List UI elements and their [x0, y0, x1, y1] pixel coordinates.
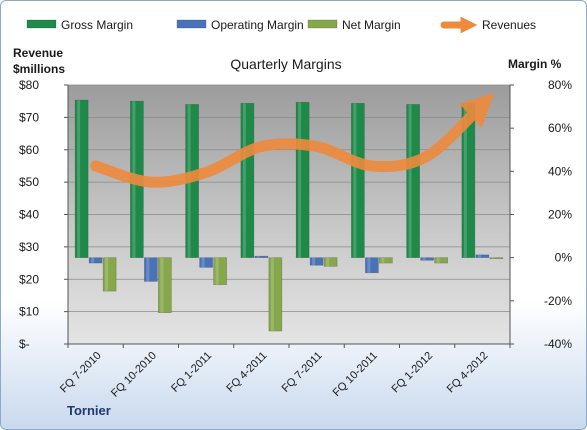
y-left-label-line2: $millions	[13, 62, 65, 76]
x-tick-label-6: FQ 1-2012	[390, 350, 436, 396]
legend-label-net-margin: Net Margin	[342, 18, 401, 32]
right-axis: -40% -20% 0% 20% 40% 60% 80%	[509, 78, 573, 351]
x-axis: FQ 7-2010 FQ 10-2010 FQ 1-2011 FQ 4-2011 FQ …	[58, 343, 511, 400]
bar-shine-net-margin-6	[436, 257, 440, 264]
bar-shine-net-margin-1	[160, 257, 164, 313]
bar-shine-net-margin-7	[491, 257, 495, 259]
bar-net-margin-6	[434, 257, 448, 264]
bar-operating-margin-4	[309, 257, 324, 266]
bar-net-margin-4	[323, 257, 338, 267]
bar-operating-margin-2	[199, 257, 213, 268]
bar-operating-margin-1	[144, 257, 158, 282]
bar-shine-operating-margin-5	[367, 257, 371, 273]
legend-swatch-net-margin	[307, 19, 338, 29]
x-tick-label-0: FQ 7-2010	[58, 350, 104, 396]
bar-net-margin-1	[158, 257, 172, 314]
left-tick-label-8: $80	[19, 78, 39, 92]
bar-shine-operating-margin-2	[201, 257, 205, 268]
x-tick-label-7: FQ 4-2012	[445, 350, 491, 396]
left-tick-label-7: $70	[19, 110, 39, 124]
bar-shine-gross-margin-0	[77, 100, 81, 258]
right-tick-label-0: -40%	[544, 337, 572, 351]
revenue-line-group	[90, 93, 495, 188]
bar-gross-margin-5	[351, 103, 365, 258]
bar-gross-margin-4	[295, 101, 310, 258]
revenue-line	[90, 93, 495, 188]
x-tick-label-4: FQ 7-2011	[280, 350, 325, 395]
bar-shine-operating-margin-1	[146, 257, 150, 282]
legend-label-gross-margin: Gross Margin	[61, 18, 133, 32]
right-tick-label-5: 60%	[548, 121, 572, 135]
x-tick-label-2: FQ 1-2011	[169, 350, 214, 395]
bar-operating-margin-5	[365, 257, 379, 274]
bar-shine-net-margin-0	[105, 257, 109, 292]
left-tick-label-1: $10	[19, 305, 39, 319]
bar-shine-net-margin-3	[270, 257, 274, 332]
y-left-label-line1: Revenue	[13, 46, 63, 60]
bar-shine-operating-margin-6	[422, 257, 426, 261]
x-tick-label-1: FQ 10-2010	[109, 350, 159, 400]
bar-operating-margin-3	[254, 255, 269, 258]
bar-net-margin-5	[379, 257, 393, 264]
left-tick-label-6: $60	[19, 143, 39, 157]
legend-label-revenues: Revenues	[482, 18, 536, 32]
bar-shine-gross-margin-4	[298, 102, 302, 258]
bar-shine-gross-margin-3	[242, 103, 246, 258]
right-tick-label-1: -20%	[544, 294, 572, 308]
bar-shine-gross-margin-6	[408, 104, 412, 258]
bar-operating-margin-7	[475, 254, 490, 258]
chart-title: Quarterly Margins	[230, 56, 341, 72]
bar-shine-gross-margin-5	[353, 103, 357, 258]
legend: Gross Margin Operating Margin Net Margin Re…	[26, 16, 536, 34]
x-tick-label-3: FQ 4-2011	[224, 350, 269, 395]
bar-shine-operating-margin-3	[256, 256, 260, 258]
right-tick-label-6: 80%	[548, 78, 572, 92]
bar-shine-gross-margin-7	[463, 103, 467, 258]
legend-swatch-gross-margin	[26, 19, 57, 29]
legend-swatch-operating-margin	[176, 19, 207, 29]
company-label: Tornier	[67, 403, 111, 418]
bar-shine-operating-margin-4	[312, 257, 316, 266]
bar-net-margin-2	[213, 257, 227, 285]
left-tick-label-3: $30	[19, 240, 39, 254]
bar-net-margin-7	[489, 257, 504, 260]
bar-shine-operating-margin-0	[91, 257, 95, 264]
left-tick-label-5: $50	[19, 175, 39, 189]
right-tick-label-2: 0%	[555, 251, 573, 265]
y-right-label: Margin %	[508, 57, 562, 71]
x-tick-label-5: FQ 10-2011	[331, 350, 380, 399]
bar-shine-net-margin-4	[326, 257, 330, 267]
bar-gross-margin-6	[406, 104, 420, 258]
bar-operating-margin-0	[88, 257, 103, 264]
left-axis: $- $10 $20 $30 $40 $50 $60 $70 $80	[19, 78, 69, 351]
bar-net-margin-3	[268, 257, 283, 332]
legend-label-operating-margin: Operating Margin	[211, 18, 304, 32]
bar-shine-operating-margin-7	[477, 254, 481, 258]
bar-net-margin-0	[102, 257, 117, 292]
bar-shine-net-margin-5	[381, 257, 385, 264]
right-tick-label-4: 40%	[548, 164, 572, 178]
left-tick-label-4: $40	[19, 208, 39, 222]
bar-shine-net-margin-2	[215, 257, 219, 285]
bar-gross-margin-3	[240, 103, 255, 258]
right-tick-label-3: 20%	[548, 208, 572, 222]
bars	[74, 99, 504, 332]
left-tick-label-2: $20	[19, 272, 39, 286]
bar-gross-margin-0	[74, 99, 89, 258]
left-tick-label-0: $-	[19, 337, 30, 351]
bar-operating-margin-6	[420, 257, 434, 261]
